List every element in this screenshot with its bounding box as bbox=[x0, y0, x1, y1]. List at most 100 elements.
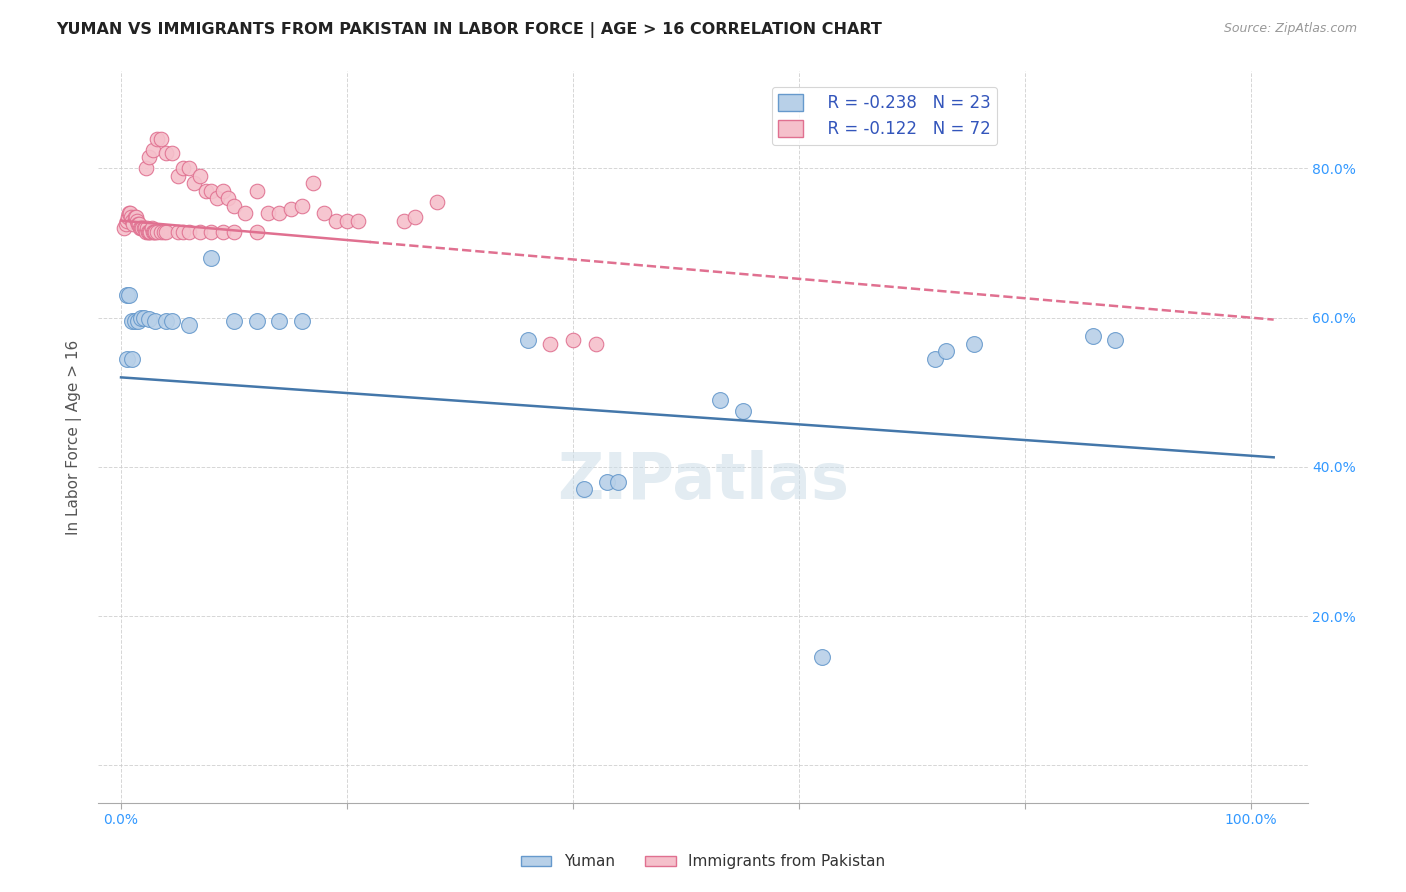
Point bbox=[121, 213, 143, 227]
Point bbox=[200, 184, 222, 198]
Point bbox=[200, 225, 222, 239]
Point bbox=[924, 351, 946, 366]
Point bbox=[134, 221, 156, 235]
Point bbox=[963, 336, 986, 351]
Point bbox=[146, 225, 169, 239]
Point bbox=[114, 218, 136, 232]
Point bbox=[136, 225, 159, 239]
Text: YUMAN VS IMMIGRANTS FROM PAKISTAN IN LABOR FORCE | AGE > 16 CORRELATION CHART: YUMAN VS IMMIGRANTS FROM PAKISTAN IN LAB… bbox=[56, 22, 882, 38]
Point bbox=[155, 146, 177, 161]
Point bbox=[516, 333, 538, 347]
Point bbox=[200, 251, 222, 265]
Point bbox=[125, 210, 148, 224]
Point bbox=[124, 314, 146, 328]
Point bbox=[211, 184, 233, 198]
Point bbox=[149, 225, 172, 239]
Point bbox=[233, 206, 256, 220]
Point bbox=[136, 221, 159, 235]
Point bbox=[291, 314, 314, 328]
Point bbox=[426, 194, 449, 209]
Point bbox=[935, 344, 957, 359]
Point bbox=[149, 131, 172, 145]
Point bbox=[131, 221, 153, 235]
Point bbox=[217, 191, 239, 205]
Point bbox=[325, 213, 347, 227]
Point bbox=[257, 206, 280, 220]
Point bbox=[128, 218, 150, 232]
Point bbox=[404, 210, 426, 224]
Point bbox=[607, 475, 630, 489]
Point bbox=[131, 310, 153, 325]
Point bbox=[222, 314, 245, 328]
Point bbox=[141, 221, 163, 235]
Text: Source: ZipAtlas.com: Source: ZipAtlas.com bbox=[1223, 22, 1357, 36]
Point bbox=[120, 210, 142, 224]
Point bbox=[146, 131, 169, 145]
Point bbox=[115, 288, 138, 302]
Point bbox=[177, 318, 200, 332]
Point bbox=[153, 225, 176, 239]
Point bbox=[155, 314, 177, 328]
Point bbox=[205, 191, 228, 205]
Point bbox=[142, 143, 165, 157]
Point bbox=[222, 199, 245, 213]
Y-axis label: In Labor Force | Age > 16: In Labor Force | Age > 16 bbox=[66, 340, 83, 534]
Point bbox=[177, 225, 200, 239]
Point bbox=[194, 184, 217, 198]
Point bbox=[211, 225, 233, 239]
Legend:   R = -0.238   N = 23,   R = -0.122   N = 72: R = -0.238 N = 23, R = -0.122 N = 72 bbox=[772, 87, 997, 145]
Point bbox=[1081, 329, 1104, 343]
Point bbox=[166, 169, 188, 183]
Point bbox=[166, 225, 188, 239]
Point bbox=[160, 146, 183, 161]
Point bbox=[269, 314, 291, 328]
Point bbox=[336, 213, 359, 227]
Point bbox=[118, 288, 141, 302]
Point bbox=[129, 221, 152, 235]
Point bbox=[596, 475, 619, 489]
Point bbox=[138, 225, 160, 239]
Point bbox=[177, 161, 200, 176]
Point bbox=[135, 225, 157, 239]
Point bbox=[188, 225, 211, 239]
Point bbox=[269, 206, 291, 220]
Point bbox=[120, 206, 142, 220]
Point bbox=[112, 221, 135, 235]
Point bbox=[222, 225, 245, 239]
Point bbox=[143, 314, 166, 328]
Point bbox=[115, 213, 138, 227]
Point bbox=[302, 177, 325, 191]
Point bbox=[562, 333, 585, 347]
Point bbox=[124, 210, 146, 224]
Point bbox=[172, 161, 194, 176]
Point bbox=[143, 225, 166, 239]
Point bbox=[135, 161, 157, 176]
Point bbox=[117, 210, 139, 224]
Point bbox=[160, 314, 183, 328]
Point bbox=[118, 206, 141, 220]
Point bbox=[139, 225, 162, 239]
Point bbox=[731, 404, 754, 418]
Point bbox=[142, 225, 165, 239]
Point bbox=[246, 314, 269, 328]
Point bbox=[314, 206, 336, 220]
Point bbox=[155, 225, 177, 239]
Point bbox=[709, 392, 731, 407]
Point bbox=[291, 199, 314, 213]
Point bbox=[127, 314, 149, 328]
Point bbox=[125, 213, 148, 227]
Point bbox=[246, 184, 269, 198]
Point bbox=[246, 225, 269, 239]
Point bbox=[188, 169, 211, 183]
Point bbox=[132, 221, 155, 235]
Point bbox=[810, 650, 832, 665]
Point bbox=[183, 177, 205, 191]
Point bbox=[585, 336, 607, 351]
Point bbox=[138, 150, 160, 164]
Point bbox=[172, 225, 194, 239]
Point bbox=[1104, 333, 1126, 347]
Point bbox=[121, 351, 143, 366]
Point bbox=[131, 221, 153, 235]
Point bbox=[347, 213, 370, 227]
Legend: Yuman, Immigrants from Pakistan: Yuman, Immigrants from Pakistan bbox=[515, 848, 891, 875]
